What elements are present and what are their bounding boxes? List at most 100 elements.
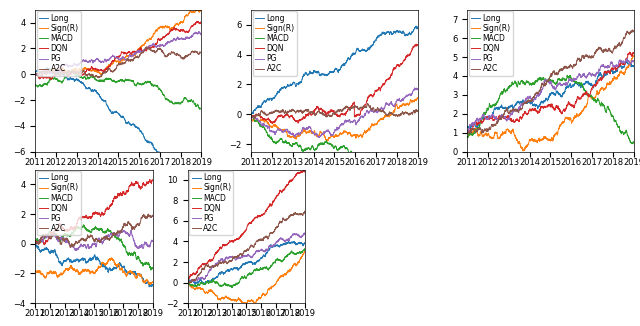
Legend: Long, Sign(R), MACD, DQN, PG, A2C: Long, Sign(R), MACD, DQN, PG, A2C	[253, 11, 297, 76]
DQN	[625, 52, 632, 56]
Line: Sign(R): Sign(R)	[188, 251, 305, 304]
DQN	[190, 271, 198, 275]
PG	[117, 228, 125, 232]
Long	[409, 30, 417, 34]
Legend: Long, Sign(R), MACD, DQN, PG, A2C: Long, Sign(R), MACD, DQN, PG, A2C	[469, 11, 513, 76]
Long	[472, 124, 480, 128]
PG	[630, 60, 637, 64]
Long	[328, 70, 336, 74]
Legend: Long, Sign(R), MACD, DQN, PG, A2C: Long, Sign(R), MACD, DQN, PG, A2C	[189, 171, 234, 235]
DQN	[37, 237, 45, 241]
Long	[324, 73, 332, 77]
MACD	[628, 142, 636, 146]
Sign(R)	[413, 96, 421, 99]
DQN	[148, 178, 156, 182]
DQN	[40, 243, 48, 247]
MACD	[250, 114, 257, 118]
Sign(R)	[298, 255, 305, 259]
A2C	[124, 222, 131, 226]
A2C	[163, 55, 170, 59]
PG	[193, 30, 200, 34]
MACD	[241, 274, 249, 278]
A2C	[625, 31, 633, 35]
A2C	[465, 131, 472, 135]
PG	[324, 129, 332, 133]
Sign(R)	[163, 25, 170, 29]
MACD	[40, 83, 47, 87]
A2C	[145, 212, 152, 216]
Line: DQN: DQN	[467, 52, 634, 133]
DQN	[238, 232, 246, 236]
PG	[85, 246, 93, 250]
DQN	[409, 46, 417, 50]
PG	[124, 231, 132, 235]
PG	[545, 80, 552, 83]
Long	[190, 280, 198, 284]
PG	[298, 234, 305, 238]
DQN	[625, 52, 633, 55]
Sign(R)	[88, 269, 96, 273]
Sign(R)	[630, 54, 637, 58]
DQN	[298, 170, 305, 174]
Sign(R)	[193, 9, 200, 13]
PG	[409, 90, 417, 94]
Sign(R)	[190, 287, 198, 290]
Sign(R)	[85, 269, 93, 273]
Line: A2C: A2C	[467, 30, 634, 133]
DQN	[463, 130, 471, 134]
MACD	[147, 268, 155, 272]
A2C	[112, 67, 120, 70]
PG	[238, 254, 246, 258]
MACD	[276, 258, 284, 262]
PG	[31, 72, 39, 76]
Sign(R)	[112, 60, 120, 64]
PG	[34, 73, 42, 77]
Long	[630, 65, 637, 68]
Line: DQN: DQN	[35, 21, 202, 80]
MACD	[472, 130, 480, 134]
Line: A2C: A2C	[252, 103, 417, 119]
Long	[108, 111, 116, 115]
Line: DQN: DQN	[35, 179, 152, 245]
DQN	[545, 104, 552, 108]
Sign(R)	[324, 138, 332, 142]
A2C	[463, 131, 471, 135]
Line: A2C: A2C	[35, 47, 202, 78]
MACD	[413, 169, 421, 173]
Sign(R)	[238, 301, 246, 304]
MACD	[228, 286, 236, 290]
A2C	[378, 109, 386, 113]
Long	[40, 71, 47, 75]
PG	[195, 29, 203, 33]
PG	[198, 33, 205, 37]
Line: Long: Long	[35, 245, 152, 287]
Sign(R)	[198, 8, 205, 12]
A2C	[184, 279, 191, 283]
Legend: Long, Sign(R), MACD, DQN, PG, A2C: Long, Sign(R), MACD, DQN, PG, A2C	[36, 11, 81, 76]
Line: MACD: MACD	[35, 225, 152, 270]
Line: MACD: MACD	[35, 71, 202, 109]
A2C	[409, 111, 417, 115]
DQN	[464, 131, 472, 135]
Sign(R)	[301, 249, 308, 253]
A2C	[145, 214, 153, 218]
MACD	[256, 124, 264, 127]
MACD	[193, 104, 200, 108]
MACD	[409, 170, 417, 174]
A2C	[251, 117, 259, 121]
MACD	[238, 275, 246, 279]
MACD	[540, 77, 548, 81]
MACD	[190, 284, 198, 288]
A2C	[193, 50, 200, 54]
Long	[148, 283, 156, 287]
Long	[623, 58, 630, 62]
Line: Sign(R): Sign(R)	[35, 9, 202, 77]
PG	[72, 248, 80, 252]
MACD	[88, 228, 96, 231]
MACD	[298, 250, 305, 254]
MACD	[378, 159, 386, 163]
DQN	[88, 214, 96, 218]
Long	[301, 241, 309, 245]
PG	[276, 237, 284, 241]
Sign(R)	[463, 131, 471, 135]
